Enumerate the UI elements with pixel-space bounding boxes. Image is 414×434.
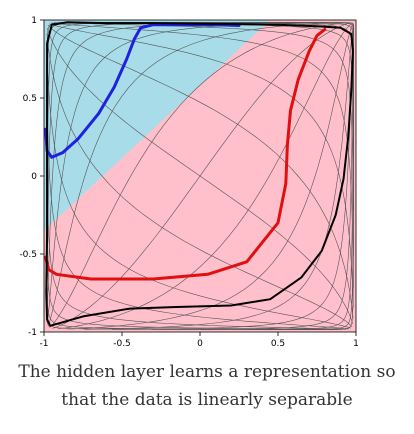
blue-curve [44,23,241,159]
figure-caption: The hidden layer learns a representation… [0,358,414,414]
grid-line [116,22,354,50]
y-tick-label: 0 [31,172,37,182]
x-tick-label: 1 [353,339,359,349]
red-curve [44,27,327,281]
x-tick-label: 0.5 [271,339,285,349]
curves [44,21,354,327]
y-tick-label: -1 [28,328,37,338]
grid-line [47,25,354,319]
blue-region [44,20,271,231]
y-tick-label: 1 [31,16,37,26]
y-tick-label: 0.5 [23,94,37,104]
grid-line [287,33,354,330]
y-tick-label: -0.5 [19,250,37,260]
caption-line-1: The hidden layer learns a representation… [18,362,396,382]
x-tick-label: -1 [40,339,49,349]
x-tick-label: -0.5 [113,339,131,349]
chart: -1 -0.5 0 0.5 1 -1 -0.5 0 0.5 1 [19,16,358,349]
black-boundary-curve [45,21,354,327]
x-tick-label: 0 [197,339,203,349]
axis-ticks: -1 -0.5 0 0.5 1 -1 -0.5 0 0.5 1 [19,16,358,349]
grid-line [49,23,354,308]
grid-line [57,22,353,330]
grid-line [67,23,354,330]
caption-line-2: that the data is linearly separable [61,390,353,410]
